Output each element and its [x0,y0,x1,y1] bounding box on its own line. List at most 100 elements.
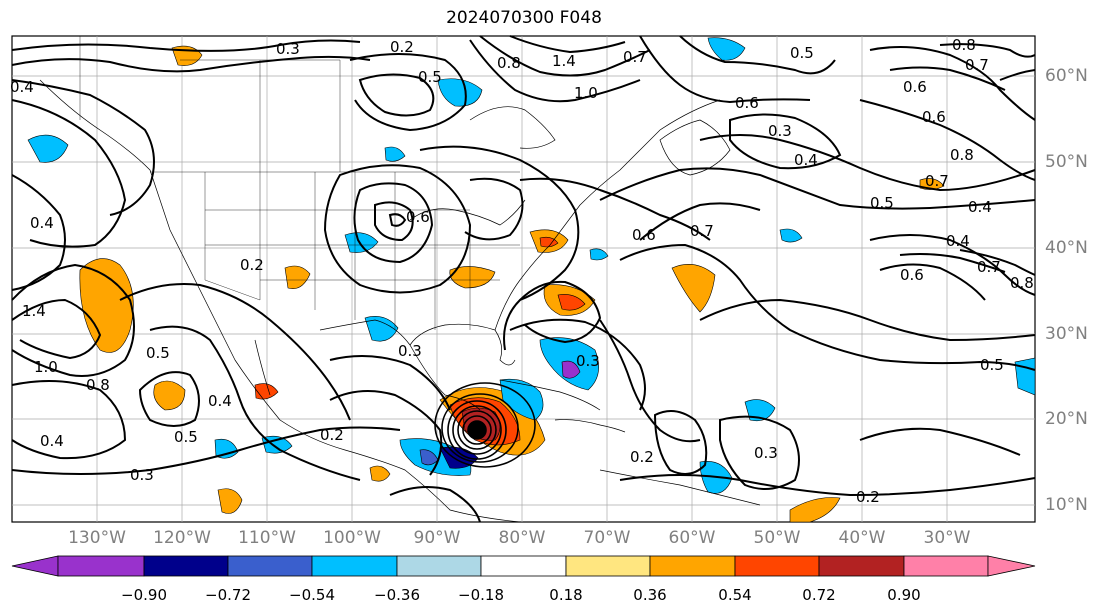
lon-label: 40°W [838,528,886,548]
contour-label: 0.5 [870,194,894,212]
contour-label: 0.8 [952,36,976,54]
shade-orange-misc2 [284,265,311,289]
shade-orange-pacific-small [153,380,186,411]
contour-label: 0.6 [632,226,656,244]
contour-label: 0.8 [950,146,974,164]
shade-red-atlantic1 [557,294,586,311]
shade-orange-south [789,497,841,523]
colorbar-bin [480,555,567,577]
colorbar-tick-label: 0.18 [549,586,583,604]
colorbar-tick-label: −0.90 [121,586,167,604]
colorbar-tick-label: 0.54 [718,586,752,604]
shade-orange-misc3 [217,488,243,514]
colorbar-bin [649,555,736,577]
colorbar-bin [143,555,229,577]
contour-label: 0.5 [980,356,1004,374]
shade-blue-pacific-south [214,438,239,459]
contour-label: 0.5 [418,68,442,86]
colorbar-bin [311,555,398,577]
contour-label: 0.6 [900,266,924,284]
contour-label: 0.3 [768,122,792,140]
contour-label: 0.2 [630,448,654,466]
contour-label: 0.6 [903,78,927,96]
contour-label: 0.5 [146,344,170,362]
lat-label: 50°N [1045,152,1088,172]
contour-label: 0.6 [922,108,946,126]
colorbar-extend-right [987,555,1036,577]
colorbar-bin [227,555,313,577]
colorbar-bin [903,555,989,577]
shade-orange-misc5 [919,178,945,190]
shade-blue-greenland [707,37,746,61]
lon-label: 130°W [68,528,126,548]
lon-label: 30°W [923,528,971,548]
colorbar-tick-label: 0.36 [633,586,667,604]
colorbar-tick-label: 0.72 [802,586,836,604]
contour-label: 0.4 [10,78,34,96]
contour-label: 0.6 [406,208,430,226]
contour-label: 0.3 [398,342,422,360]
contour-label: 0.7 [977,258,1001,276]
coastlines [39,79,761,523]
contour-label: 0.7 [925,172,949,190]
shade-purple-bahamas [561,360,581,379]
shade-orange-pacific [79,258,134,353]
colorbar-tick-label: −0.36 [374,586,420,604]
contour-label: 0.4 [946,232,970,250]
contour-label: 0.2 [390,38,414,56]
lon-label: 80°W [498,528,546,548]
contour-label: 0.4 [208,392,232,410]
colorbar-tick-label: −0.18 [458,586,504,604]
shade-orange-atlantic2 [671,263,716,313]
lat-label: 40°N [1045,238,1088,258]
hurricane-contours [434,382,536,468]
contour-label: 1.4 [22,302,46,320]
contour-lines [11,35,1036,523]
contour-label: 0.8 [86,376,110,394]
contour-label: 1.4 [552,52,576,70]
contour-label: 0.7 [623,48,647,66]
colorbar-tick-label: −0.72 [205,586,251,604]
contour-label: 0.2 [320,426,344,444]
shade-orange-misc4 [369,465,391,482]
contour-label: 0.7 [690,222,714,240]
shade-blue-small1 [384,146,406,162]
contour-label: 0.2 [856,488,880,506]
contour-label: 0.2 [240,256,264,274]
colorbar-bin [734,555,820,577]
shade-blue-atlantic-east [744,399,776,422]
contour-label: 1.0 [34,358,58,376]
lon-label: 110°W [238,528,296,548]
shade-blue-mexico [261,435,293,454]
shade-red-newengland [539,236,559,248]
shade-orange-gulf [449,266,496,289]
shade-blue-southeast [364,316,399,342]
shade-blue-pacific [27,134,69,163]
lat-label: 30°N [1045,324,1088,344]
shade-blue-atlantic-northeast [779,228,803,243]
contour-label: 0.6 [735,94,759,112]
lon-label: 60°W [668,528,716,548]
colorbar-bin [57,555,145,577]
lon-label: 120°W [153,528,211,548]
contour-label: 0.7 [965,56,989,74]
colorbar-extend-left [11,555,59,577]
lon-label: 50°W [753,528,801,548]
shade-blue-small2 [589,248,609,261]
colorbar-bin [565,555,651,577]
contour-label: 0.4 [968,198,992,216]
colorbar [11,555,1036,577]
contour-label: 0.4 [30,214,54,232]
contour-label: 0.3 [130,466,154,484]
lat-label: 10°N [1045,495,1088,515]
contour-label: 0.3 [576,352,600,370]
lat-label: 60°N [1045,66,1088,86]
colorbar-bin [396,555,482,577]
map-title: 2024070300 F048 [446,8,602,28]
contour-label: 1.0 [574,84,598,102]
shade-red-misc6 [254,383,279,400]
lon-label: 90°W [413,528,461,548]
contour-label: 0.3 [754,444,778,462]
lon-label: 100°W [323,528,381,548]
colorbar-tick-label: 0.90 [887,586,921,604]
